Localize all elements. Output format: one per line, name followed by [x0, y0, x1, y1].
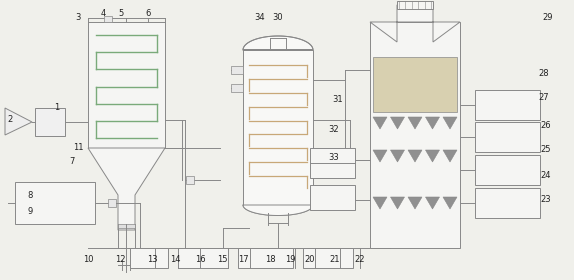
Text: 4: 4 [100, 10, 106, 18]
Text: 11: 11 [73, 143, 83, 153]
Text: 34: 34 [255, 13, 265, 22]
Bar [370, 22, 460, 248]
Bar [104, 16, 112, 22]
Polygon shape [443, 197, 457, 209]
Polygon shape [243, 36, 313, 50]
Bar [303, 248, 353, 268]
Polygon shape [408, 117, 422, 129]
Bar [15, 182, 95, 224]
Bar [88, 22, 165, 148]
Text: 1: 1 [55, 104, 60, 113]
Text: 22: 22 [355, 255, 365, 265]
Bar [118, 224, 135, 228]
Polygon shape [443, 150, 457, 162]
Text: 18: 18 [265, 255, 276, 265]
Bar [238, 248, 293, 268]
Bar [186, 176, 194, 184]
Bar [310, 148, 355, 178]
Text: 33: 33 [329, 153, 339, 162]
Polygon shape [425, 117, 440, 129]
Bar [475, 122, 540, 152]
Polygon shape [390, 150, 405, 162]
Bar [178, 248, 228, 268]
Text: 29: 29 [543, 13, 553, 22]
Polygon shape [425, 150, 440, 162]
Text: 30: 30 [273, 13, 284, 22]
Polygon shape [88, 148, 165, 230]
Bar [475, 90, 540, 120]
Bar [243, 50, 313, 205]
Text: 27: 27 [538, 94, 549, 102]
Bar [231, 66, 243, 74]
Polygon shape [243, 205, 313, 216]
Polygon shape [425, 197, 440, 209]
Text: 32: 32 [329, 125, 339, 134]
Text: 6: 6 [145, 10, 151, 18]
Bar [373, 57, 457, 112]
Text: 3: 3 [75, 13, 81, 22]
Bar [231, 84, 243, 92]
Polygon shape [5, 108, 32, 135]
Bar [108, 199, 116, 207]
Bar [397, 1, 433, 9]
Polygon shape [373, 150, 387, 162]
Polygon shape [373, 197, 387, 209]
Text: 2: 2 [7, 115, 13, 125]
Text: 12: 12 [115, 255, 125, 265]
Text: 10: 10 [83, 255, 93, 265]
Text: 19: 19 [285, 255, 295, 265]
Polygon shape [408, 197, 422, 209]
Bar [130, 248, 168, 268]
Text: 8: 8 [28, 190, 33, 199]
Polygon shape [443, 117, 457, 129]
Bar [475, 188, 540, 218]
Text: 15: 15 [217, 255, 227, 265]
Polygon shape [390, 117, 405, 129]
Text: 20: 20 [305, 255, 315, 265]
Text: 5: 5 [118, 10, 123, 18]
Text: 7: 7 [69, 157, 75, 167]
Text: 24: 24 [541, 171, 551, 179]
Text: 23: 23 [541, 195, 551, 204]
Text: 31: 31 [333, 95, 343, 104]
Polygon shape [373, 117, 387, 129]
Polygon shape [370, 5, 460, 42]
Text: 16: 16 [195, 255, 205, 265]
Text: 28: 28 [538, 69, 549, 78]
Text: 21: 21 [329, 255, 340, 265]
Text: 9: 9 [28, 207, 33, 216]
Polygon shape [408, 150, 422, 162]
Bar [310, 185, 355, 210]
Polygon shape [390, 197, 405, 209]
Bar [35, 108, 65, 136]
Text: 26: 26 [541, 120, 551, 129]
Text: 25: 25 [541, 146, 551, 155]
Text: 14: 14 [170, 255, 180, 265]
Text: 13: 13 [147, 255, 157, 265]
Text: 17: 17 [238, 255, 249, 265]
Bar [475, 155, 540, 185]
